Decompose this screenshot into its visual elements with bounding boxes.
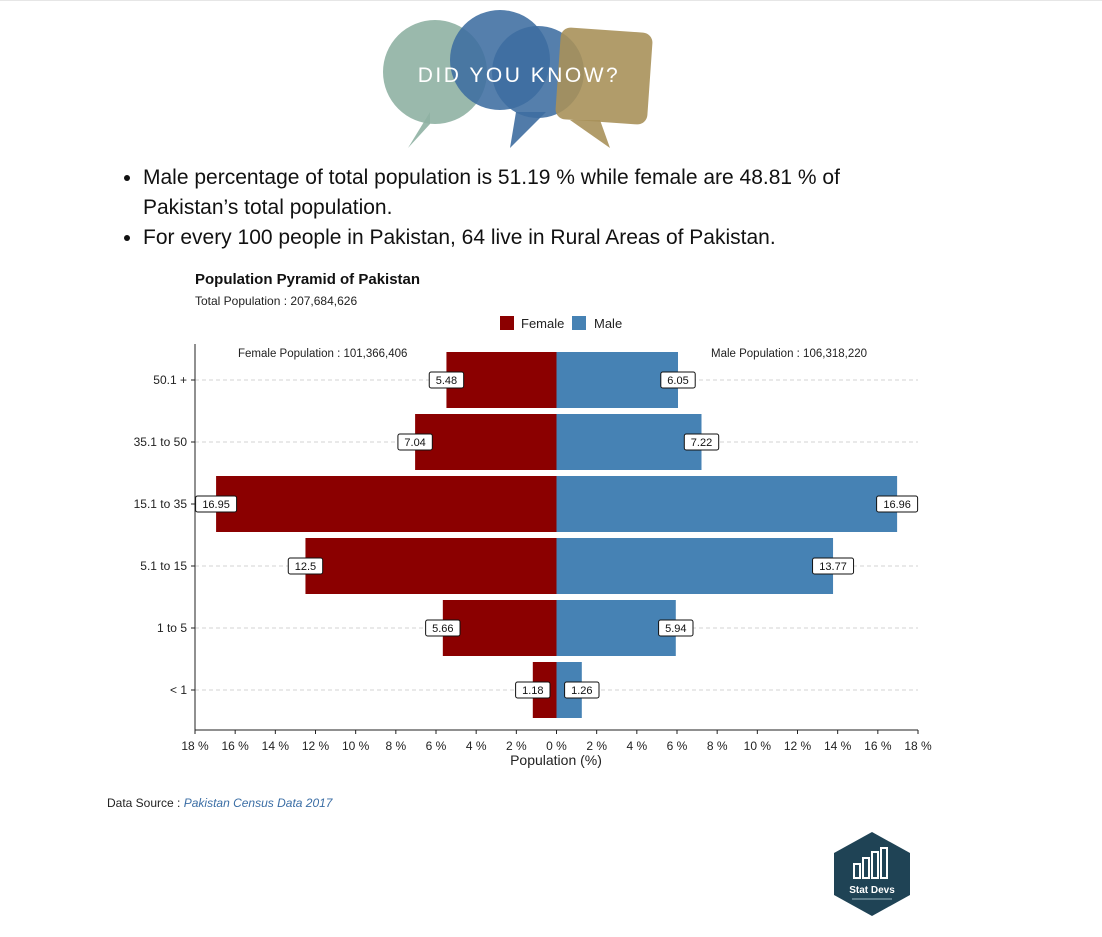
x-tick-label: 2 % [506, 739, 527, 753]
legend-swatch-female [500, 316, 514, 330]
bar-female [415, 414, 557, 470]
legend: Female Male [500, 316, 622, 331]
value-label-male-box [660, 371, 696, 389]
x-tick-label: 8 % [707, 739, 728, 753]
fact-item: Male percentage of total population is 5… [143, 163, 923, 223]
y-tick-label: < 1 [170, 683, 187, 697]
legend-swatch-male [572, 316, 586, 330]
bar-female [446, 352, 557, 408]
logo-text: Stat Devs [849, 885, 895, 896]
value-label-female: 16.95 [202, 499, 230, 511]
did-you-know-banner: DID YOU KNOW? [383, 10, 653, 148]
value-label-female-box [195, 495, 238, 513]
value-label-male-box [812, 557, 855, 575]
value-label-female-box [515, 681, 551, 699]
value-label-male-box [564, 681, 600, 699]
annotation-female: Female Population : 101,366,406 [238, 348, 407, 360]
x-tick-label: 4 % [626, 739, 647, 753]
x-tick-label: 12 % [302, 739, 330, 753]
data-source-label: Data Source : [107, 796, 181, 810]
y-tick-label: 1 to 5 [157, 621, 187, 635]
value-label-female: 5.48 [436, 375, 457, 387]
fact-item: For every 100 people in Pakistan, 64 liv… [143, 223, 923, 253]
bar-male [556, 352, 679, 408]
value-label-male: 1.26 [571, 685, 592, 697]
chart-subtitle: Total Population : 207,684,626 [195, 294, 357, 308]
value-label-female-box [425, 619, 461, 637]
data-source-link[interactable]: Pakistan Census Data 2017 [183, 796, 333, 810]
value-label-male: 7.22 [691, 437, 712, 449]
bar-chart-icon [853, 847, 888, 879]
x-tick-label: 0 % [546, 739, 567, 753]
y-axis: 50.1 + 35.1 to 50 15.1 to 35 5.1 to 15 1 to … [134, 344, 196, 730]
value-label-female: 7.04 [404, 437, 425, 449]
top-divider [0, 0, 1102, 1]
facts-list: Male percentage of total population is 5… [120, 163, 923, 253]
value-label-male: 16.96 [883, 499, 911, 511]
banner-text: DID YOU KNOW? [418, 64, 620, 87]
chart-title: Population Pyramid of Pakistan [195, 271, 420, 288]
population-pyramid-chart: Population Pyramid of Pakistan Total Pop… [134, 271, 932, 768]
x-tick-label: 4 % [466, 739, 487, 753]
x-tick-label: 8 % [385, 739, 406, 753]
x-tick-label: 2 % [586, 739, 607, 753]
x-tick-label: 16 % [864, 739, 892, 753]
value-label-male-box [658, 619, 694, 637]
speech-bubbles-icon [383, 10, 653, 148]
value-label-male: 13.77 [819, 561, 847, 573]
bar-male [556, 414, 702, 470]
x-tick-label: 6 % [667, 739, 688, 753]
value-label-female-box [287, 557, 324, 575]
value-label-female: 1.18 [522, 685, 543, 697]
legend-label-male: Male [594, 316, 622, 331]
value-label-male-box [876, 495, 919, 513]
x-tick-label: 14 % [824, 739, 852, 753]
value-label-female-box [428, 371, 465, 389]
data-source: Data Source : Pakistan Census Data 2017 [107, 796, 332, 810]
x-tick-label: 10 % [342, 739, 370, 753]
legend-label-female: Female [521, 316, 564, 331]
value-label-female: 12.5 [295, 561, 316, 573]
x-tick-label: 14 % [262, 739, 290, 753]
bar-male [556, 538, 834, 594]
bar-female [442, 600, 557, 656]
x-tick-label: 16 % [221, 739, 249, 753]
value-label-male: 6.05 [667, 375, 688, 387]
y-tick-label: 15.1 to 35 [134, 497, 188, 511]
bar-female [305, 538, 557, 594]
bar-female [216, 476, 557, 532]
y-tick-label: 35.1 to 50 [134, 435, 188, 449]
value-label-female: 5.66 [432, 623, 453, 635]
x-axis: 18 % 16 % 14 % 12 % 10 % 8 % 6 % 4 % 2 % 0 % 2 % 4 … [181, 729, 932, 753]
y-tick-label: 5.1 to 15 [140, 559, 187, 573]
x-tick-label: 18 % [181, 739, 209, 753]
value-label-male: 5.94 [665, 623, 686, 635]
x-tick-label: 18 % [904, 739, 932, 753]
y-tick-label: 50.1 + [153, 373, 187, 387]
x-tick-label: 12 % [784, 739, 812, 753]
bar-male [556, 476, 898, 532]
value-labels: 5.48 6.05 7.04 7.22 16.95 16.96 12.5 13.77 5.66 5… [195, 371, 919, 699]
x-tick-label: 10 % [744, 739, 772, 753]
value-label-female-box [397, 433, 433, 451]
x-axis-label: Population (%) [510, 752, 602, 768]
value-label-male-box [683, 433, 720, 451]
bar-male [556, 600, 676, 656]
stat-devs-logo: Stat Devs [834, 832, 910, 916]
annotation-male: Male Population : 106,318,220 [711, 348, 867, 360]
x-tick-label: 6 % [426, 739, 447, 753]
bars [216, 352, 898, 718]
